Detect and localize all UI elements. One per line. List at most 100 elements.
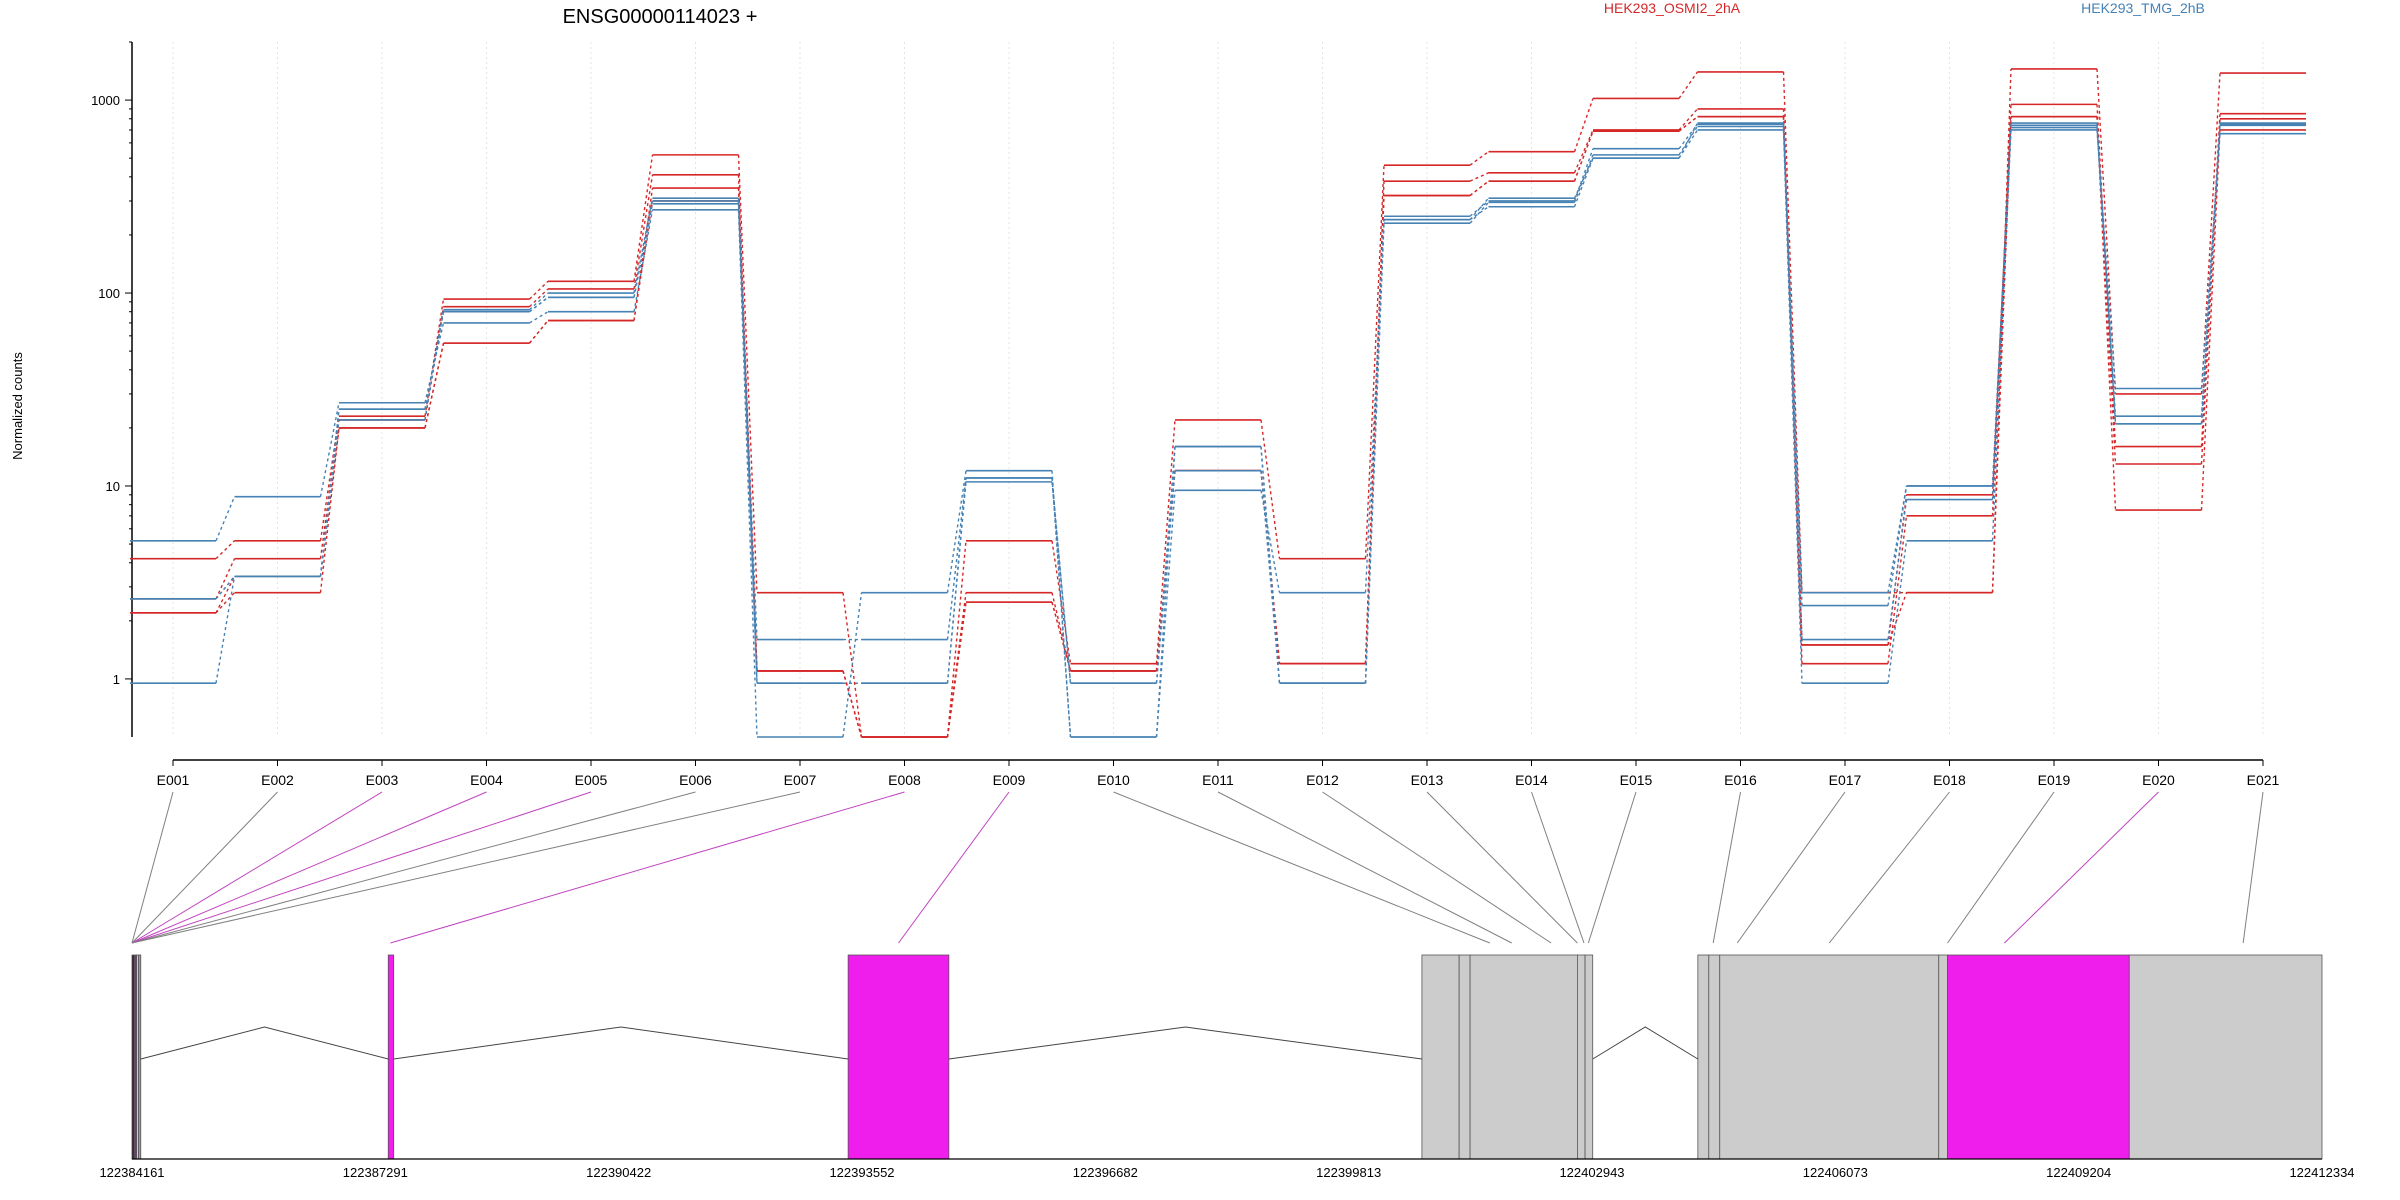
transition-segment [1573,98,1594,152]
coord-tick-label: 122396682 [1073,1165,1138,1180]
exon-block [1938,954,1948,1160]
exon-block [387,954,395,1160]
gene-model [131,954,2323,1160]
x-tick-label-e019: E019 [2038,772,2071,788]
transition-segment [1364,219,1385,593]
y-tick-label: 10 [106,479,120,494]
transition-segment [1991,116,2012,593]
transition-segment [1991,123,2012,487]
x-tick-label-e011: E011 [1202,772,1234,788]
exon-block [1708,954,1721,1160]
transition-segment [946,470,967,593]
transition-segment [1678,122,1699,159]
x-tick-label-e017: E017 [1829,772,1862,788]
coord-tick-label: 122390422 [586,1165,651,1180]
transition-segment [633,174,654,290]
transition-segment [842,670,863,738]
series-layer [130,68,2306,738]
x-tick-label-e007: E007 [784,772,817,788]
exon-block [2128,954,2323,1160]
transition-segment [424,342,445,429]
exon-connector [131,791,696,944]
transition-segment [215,575,236,600]
transition-segment [1469,201,1490,224]
transition-segment [633,187,654,321]
transition-segment [529,280,549,300]
exon-connector [898,791,1010,944]
transition-segment [215,540,235,560]
y-tick-label: 1 [113,672,120,687]
intron-line [1592,1026,1699,1060]
transition-segment [2096,116,2117,465]
transition-segment [1155,446,1176,738]
transition-segment [424,298,445,417]
exon-connector [1217,791,1512,944]
transition-segment [1678,129,1699,159]
exon-connector [2004,791,2159,944]
coord-tick-label: 122409204 [2046,1165,2111,1180]
transition-segment [633,198,654,294]
transition-segment [2200,129,2221,511]
y-tick-label: 1000 [91,93,120,108]
exon-connector [1322,791,1552,944]
exon-block [1719,954,1940,1160]
transition-segment [319,419,340,559]
transition-segment [424,322,445,403]
transition-segment [2200,123,2221,424]
coord-tick-label: 122387291 [343,1165,408,1180]
exon-block [1421,954,1460,1160]
exon-connector [1113,791,1490,944]
x-tick-label-e006: E006 [679,772,712,788]
y-axis-label: Normalized counts [10,352,25,460]
transition-segment [319,402,340,497]
exon-block [1584,954,1594,1160]
transition-segment [1051,477,1072,684]
coord-tick-label: 122399813 [1316,1165,1381,1180]
x-tick-label-e008: E008 [888,772,921,788]
transition-segment [1051,477,1072,738]
transition-segment [529,288,549,308]
x-tick-label-e020: E020 [2142,772,2175,788]
exon-connector [131,791,592,944]
legend-entry-tmg: HEK293_TMG_2hB [2081,0,2205,16]
transition-segment [215,496,236,542]
transition-segment [842,670,863,738]
transition-segment [1469,206,1489,221]
transition-segment [1887,515,1908,664]
exon-connectors [131,791,2264,944]
transition-segment [528,320,549,344]
transition-segment [737,198,758,684]
transition-segment [1678,108,1699,131]
x-tick-label-e012: E012 [1306,772,1339,788]
legend-entry-osmi2: HEK293_OSMI2_2hA [1604,0,1741,16]
transition-segment [1469,200,1489,217]
exon-block [1577,954,1586,1160]
x-tick-label-e013: E013 [1411,772,1444,788]
exon-block [847,954,950,1160]
transition-segment [1051,540,1072,664]
transition-segment [1051,481,1072,684]
coord-tick-label: 122406073 [1803,1165,1868,1180]
x-tick-label-e010: E010 [1097,772,1130,788]
transition-segment [2096,123,2117,424]
exon-connector [1712,791,1741,944]
coord-tick-label: 122384161 [99,1165,164,1180]
transition-segment [2096,125,2117,424]
transition-segment [1260,490,1281,593]
series-blue-4 [130,129,2306,738]
transition-segment [215,576,236,684]
transition-segment [1887,494,1908,646]
coord-tick-label: 122393552 [829,1165,894,1180]
transition-segment [737,209,758,738]
transition-segment [737,200,758,684]
transition-segment [737,154,758,593]
genomic-coordinate-axis: 122384161 122387291 122390422 122393552 1223… [99,1158,2355,1180]
x-tick-label-e003: E003 [366,772,399,788]
x-tick-label-e015: E015 [1620,772,1653,788]
x-tick-label-e016: E016 [1724,772,1757,788]
transition-segment [1573,157,1594,199]
exon-block [138,954,142,1160]
transition-segment [842,670,863,738]
transition-segment [1678,116,1698,132]
